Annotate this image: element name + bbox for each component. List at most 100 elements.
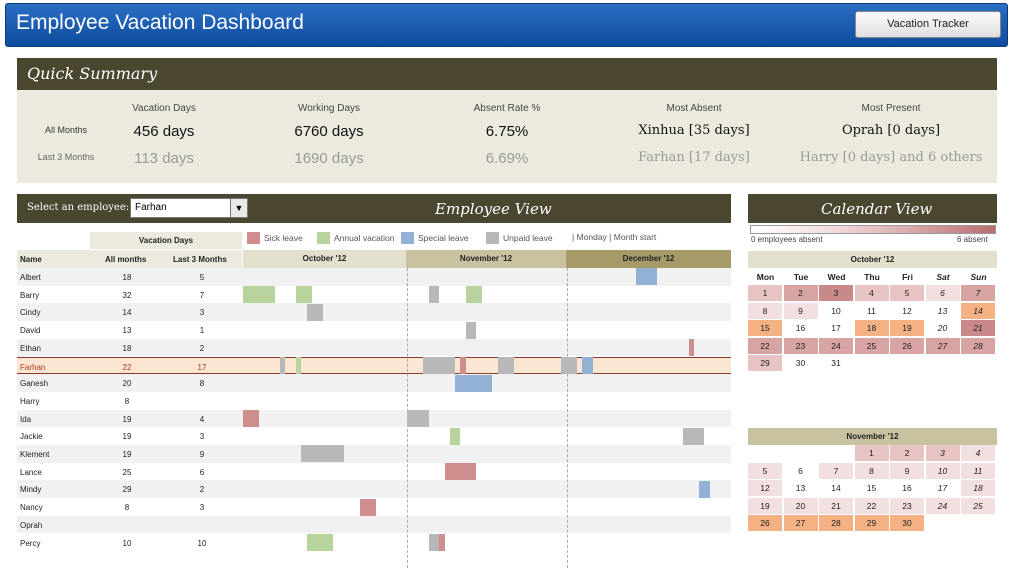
calendar-day[interactable]: 15: [854, 480, 889, 497]
calendar-day[interactable]: 24: [925, 497, 960, 514]
unpaid-leave-bar[interactable]: [423, 356, 456, 374]
table-row[interactable]: Oprah: [17, 515, 731, 534]
unpaid-leave-bar[interactable]: [497, 356, 514, 374]
calendar-day[interactable]: 5: [890, 285, 924, 301]
calendar-day[interactable]: 7: [819, 462, 853, 479]
calendar-day[interactable]: 18: [961, 480, 995, 497]
calendar-day[interactable]: 2: [783, 285, 818, 301]
dropdown-arrow-icon[interactable]: ▼: [230, 199, 247, 217]
calendar-day[interactable]: 25: [961, 497, 995, 514]
calendar-day[interactable]: 29: [854, 515, 889, 532]
annual-leave-bar[interactable]: [465, 286, 482, 304]
calendar-day[interactable]: 16: [890, 480, 924, 497]
calendar-day[interactable]: 11: [961, 462, 995, 479]
calendar-day[interactable]: 12: [748, 480, 782, 497]
special-leave-bar[interactable]: [635, 268, 657, 286]
calendar-day[interactable]: 30: [783, 355, 818, 372]
calendar-day[interactable]: 29: [748, 355, 782, 372]
calendar-day[interactable]: 17: [819, 320, 853, 337]
calendar-day[interactable]: 21: [819, 497, 853, 514]
table-row[interactable]: Farhan 22 17: [17, 356, 731, 375]
calendar-day[interactable]: 14: [961, 302, 995, 319]
calendar-day[interactable]: 19: [890, 320, 924, 337]
calendar-day[interactable]: 10: [925, 462, 960, 479]
calendar-day[interactable]: 16: [783, 320, 818, 337]
unpaid-leave-bar[interactable]: [280, 356, 286, 374]
table-row[interactable]: Lance 25 6: [17, 463, 731, 481]
calendar-day[interactable]: 1: [748, 285, 782, 301]
sick-leave-bar[interactable]: [460, 356, 466, 374]
calendar-day[interactable]: 8: [854, 462, 889, 479]
table-row[interactable]: Barry 32 7: [17, 286, 731, 304]
unpaid-leave-bar[interactable]: [407, 410, 429, 427]
table-row[interactable]: Cindy 14 3: [17, 303, 731, 322]
calendar-day[interactable]: 31: [819, 355, 853, 372]
calendar-day[interactable]: 27: [783, 515, 818, 532]
calendar-day[interactable]: 28: [819, 515, 853, 532]
table-row[interactable]: Jackie 19 3: [17, 427, 731, 445]
vacation-tracker-button[interactable]: Vacation Tracker: [855, 11, 1001, 38]
calendar-day[interactable]: 26: [890, 337, 924, 354]
calendar-day[interactable]: 20: [783, 497, 818, 514]
calendar-day[interactable]: 13: [783, 480, 818, 497]
calendar-day[interactable]: 26: [748, 515, 782, 532]
calendar-day[interactable]: 8: [748, 302, 782, 319]
table-row[interactable]: Ida 19 4: [17, 409, 731, 428]
calendar-day[interactable]: 14: [819, 480, 853, 497]
calendar-day[interactable]: 24: [819, 337, 853, 354]
sick-leave-bar[interactable]: [444, 463, 477, 481]
unpaid-leave-bar[interactable]: [683, 427, 705, 445]
annual-leave-bar[interactable]: [296, 356, 302, 374]
calendar-day[interactable]: 2: [890, 445, 924, 461]
annual-leave-bar[interactable]: [449, 427, 461, 445]
calendar-day[interactable]: 3: [925, 445, 960, 461]
calendar-day[interactable]: 4: [961, 445, 995, 461]
calendar-day[interactable]: 10: [819, 302, 853, 319]
calendar-day[interactable]: 5: [748, 462, 782, 479]
annual-leave-bar[interactable]: [243, 286, 275, 304]
calendar-day[interactable]: 13: [925, 302, 960, 319]
annual-leave-bar[interactable]: [296, 286, 312, 304]
employee-dropdown[interactable]: Farhan ▼: [130, 198, 248, 218]
calendar-day[interactable]: 19: [748, 497, 782, 514]
calendar-day[interactable]: 4: [854, 285, 889, 301]
calendar-day[interactable]: 17: [925, 480, 960, 497]
unpaid-leave-bar[interactable]: [306, 303, 323, 321]
unpaid-leave-bar[interactable]: [561, 356, 578, 374]
unpaid-leave-bar[interactable]: [301, 445, 344, 463]
calendar-day[interactable]: 11: [854, 302, 889, 319]
calendar-day[interactable]: 6: [783, 462, 818, 479]
calendar-day[interactable]: 28: [961, 337, 995, 354]
calendar-day[interactable]: 23: [890, 497, 924, 514]
sick-leave-bar[interactable]: [439, 533, 445, 551]
table-row[interactable]: Ganesh 20 8: [17, 374, 731, 392]
special-leave-bar[interactable]: [582, 356, 594, 374]
unpaid-leave-bar[interactable]: [428, 533, 440, 551]
calendar-day[interactable]: 21: [961, 320, 995, 337]
special-leave-bar[interactable]: [455, 374, 493, 392]
sick-leave-bar[interactable]: [688, 339, 694, 357]
table-row[interactable]: Percy 10 10: [17, 534, 731, 552]
calendar-day[interactable]: 30: [890, 515, 924, 532]
calendar-day[interactable]: 23: [783, 337, 818, 354]
table-row[interactable]: Ethan 18 2: [17, 338, 731, 357]
calendar-day[interactable]: 15: [748, 320, 782, 337]
table-row[interactable]: Albert 18 5: [17, 268, 731, 286]
calendar-day[interactable]: 9: [890, 462, 924, 479]
table-row[interactable]: Mindy 29 2: [17, 480, 731, 499]
calendar-day[interactable]: 6: [925, 285, 960, 301]
table-row[interactable]: David 13 1: [17, 321, 731, 339]
calendar-day[interactable]: 12: [890, 302, 924, 319]
table-row[interactable]: Harry 8: [17, 392, 731, 410]
unpaid-leave-bar[interactable]: [465, 321, 477, 339]
sick-leave-bar[interactable]: [243, 410, 259, 427]
calendar-day[interactable]: 22: [854, 497, 889, 514]
calendar-day[interactable]: 20: [925, 320, 960, 337]
sick-leave-bar[interactable]: [359, 498, 376, 516]
table-row[interactable]: Nancy 8 3: [17, 498, 731, 516]
calendar-day[interactable]: 3: [819, 285, 853, 301]
calendar-day[interactable]: 1: [854, 445, 889, 461]
calendar-day[interactable]: 18: [854, 320, 889, 337]
calendar-day[interactable]: 27: [925, 337, 960, 354]
calendar-day[interactable]: 7: [961, 285, 995, 301]
